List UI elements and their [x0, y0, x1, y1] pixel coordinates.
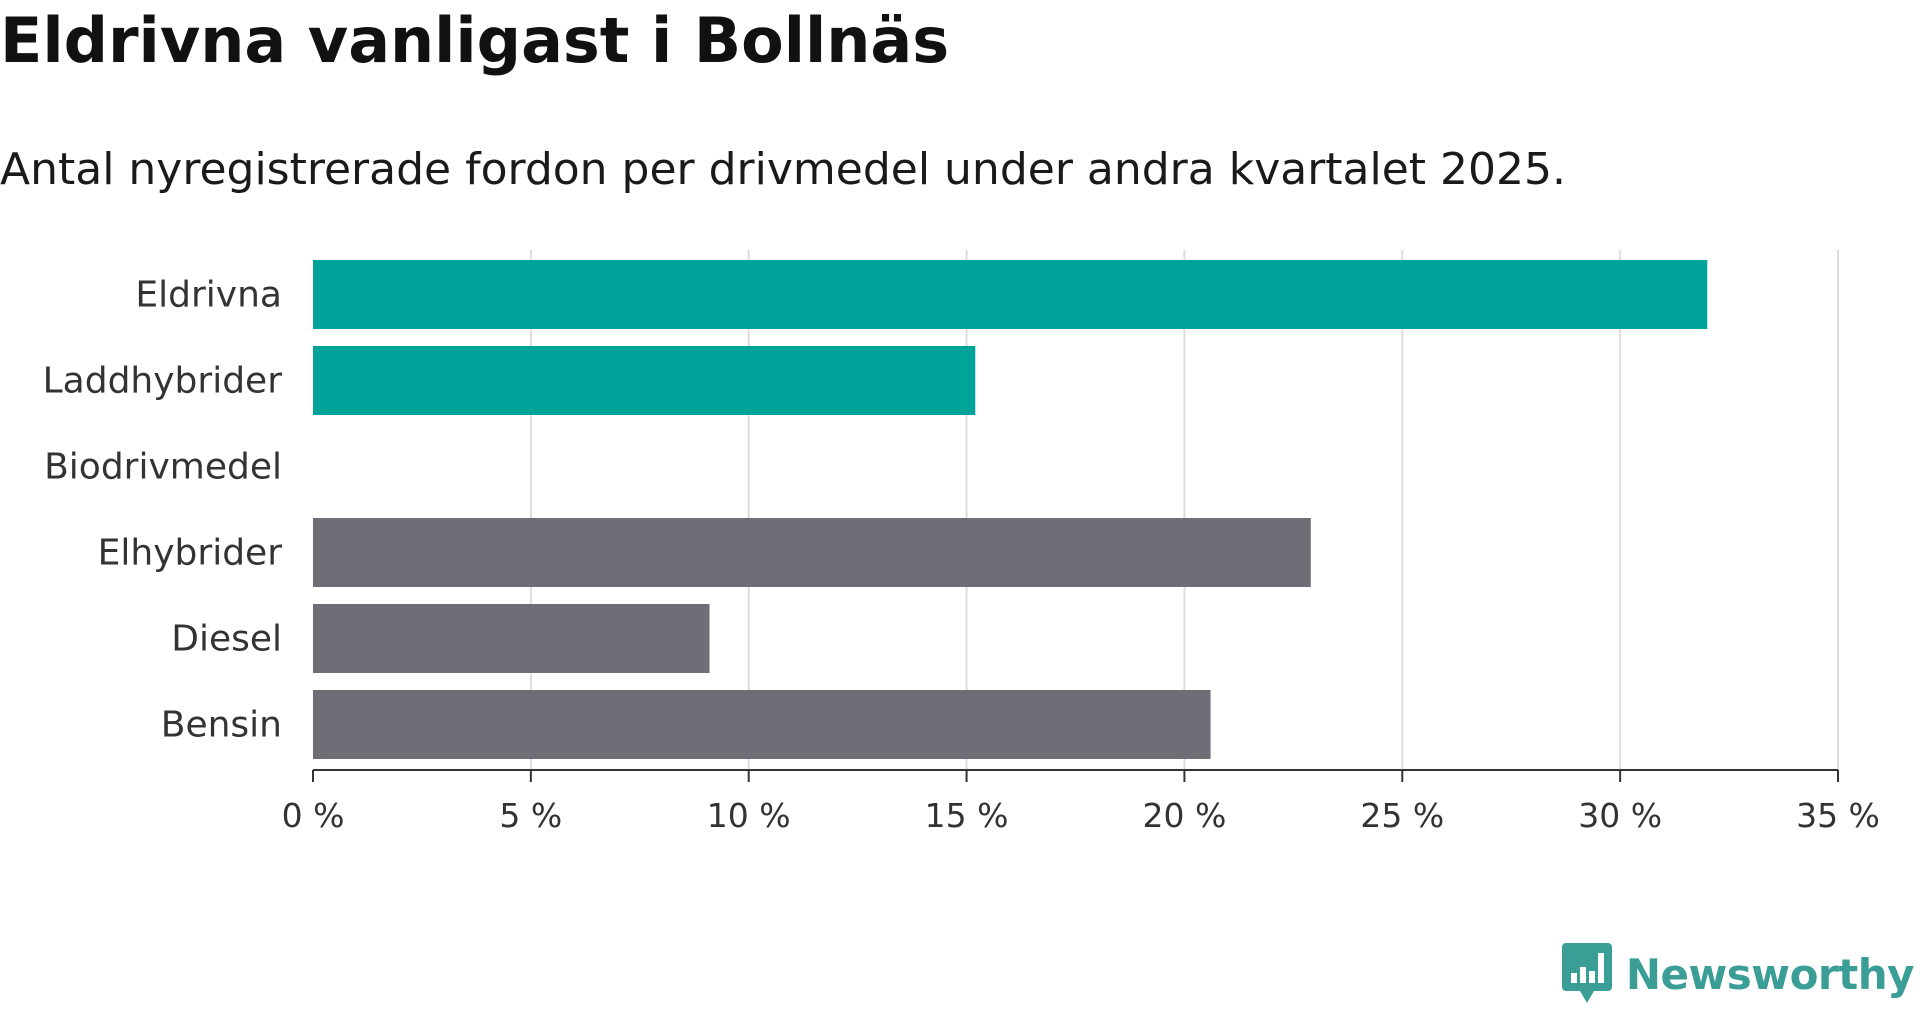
x-tick-label: 25 % [1360, 796, 1444, 835]
chart-title: Eldrivna vanligast i Bollnäs [0, 4, 950, 77]
category-label: Biodrivmedel [44, 447, 282, 488]
bar-chart: Eldrivna Laddhybrider Biodrivmedel Elhybrid… [43, 250, 1880, 835]
x-tick-label: 5 % [499, 796, 562, 835]
bar-eldrivna [313, 260, 1708, 329]
category-label: Eldrivna [135, 275, 282, 316]
bar-chart-speech-bubble-icon [1561, 943, 1612, 1003]
x-axis: 0 % 5 % 10 % 15 % 20 % 25 % 30 % 35 % [282, 769, 1880, 835]
newsworthy-logo: Newsworthy [1561, 938, 1915, 1010]
brand-name: Newsworthy [1625, 949, 1915, 999]
gridlines [529, 250, 1839, 770]
bar-laddhybrider [313, 346, 976, 415]
category-label: Bensin [161, 705, 282, 746]
category-label: Laddhybrider [43, 361, 283, 402]
x-tick-label: 15 % [925, 796, 1009, 835]
category-label: Elhybrider [98, 533, 283, 574]
bar-diesel [313, 604, 710, 673]
category-labels: Eldrivna Laddhybrider Biodrivmedel Elhybrid… [43, 275, 283, 746]
bar-elhybrider [313, 518, 1311, 587]
bar-bensin [313, 690, 1211, 759]
x-tick-label: 10 % [707, 796, 791, 835]
x-tick-label: 20 % [1143, 796, 1227, 835]
bars [313, 260, 1708, 759]
category-label: Diesel [171, 619, 282, 660]
x-tick-label: 35 % [1796, 796, 1880, 835]
x-tick-label: 30 % [1578, 796, 1662, 835]
x-tick-label: 0 % [282, 796, 345, 835]
chart-subtitle: Antal nyregistrerade fordon per drivmede… [0, 144, 1566, 195]
